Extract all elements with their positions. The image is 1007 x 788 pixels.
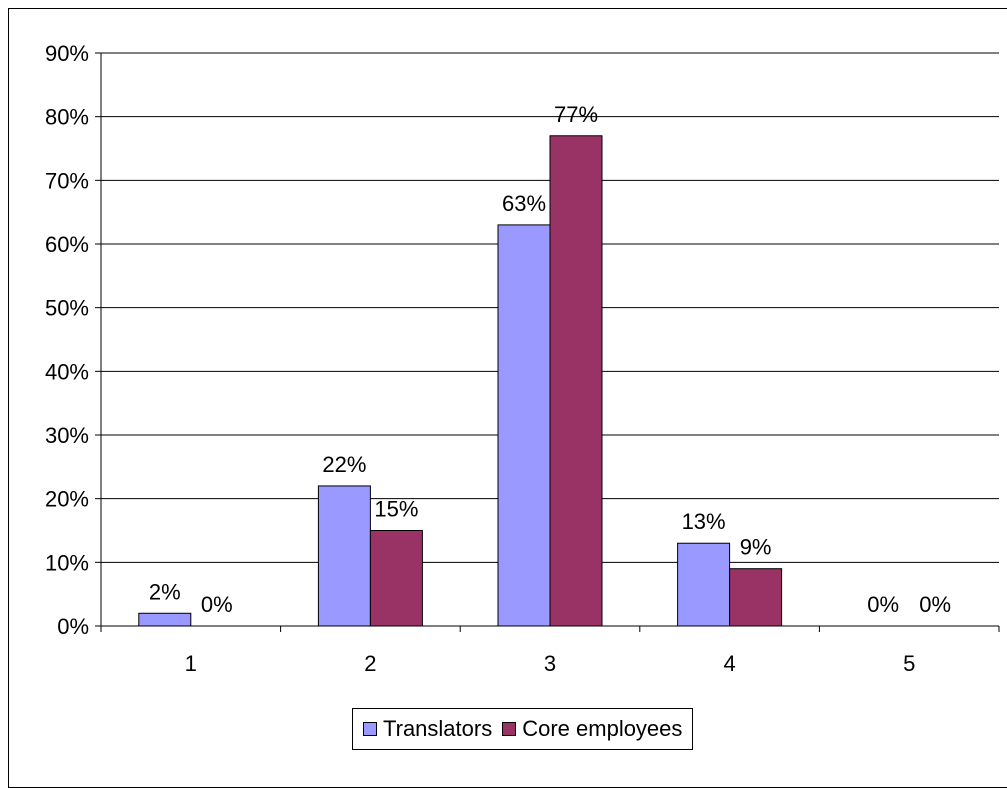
bar-core-employees [369,530,423,627]
bar-translators [138,612,192,627]
data-label: 0% [867,592,899,617]
x-tick-label: 5 [903,651,915,676]
y-tick-label: 70% [45,168,89,193]
legend: Translators Core employees [352,708,694,750]
y-tick-label: 30% [45,423,89,448]
data-label: 0% [201,592,233,617]
y-tick-label: 10% [45,550,89,575]
x-tick-label: 3 [544,651,556,676]
bar-translators [677,542,731,627]
data-label: 77% [554,102,598,127]
x-tick-label: 4 [723,651,735,676]
data-label: 15% [374,497,418,522]
data-labels: 2% 0% 22% 15% 63% 77% 13% 9% 0% 0% [149,102,951,617]
bars [138,135,783,627]
data-label: 2% [149,579,181,604]
y-tick-label: 90% [45,41,89,66]
data-label: 22% [322,452,366,477]
y-tick-label: 50% [45,296,89,321]
y-tick-label: 80% [45,105,89,130]
y-tick-label: 40% [45,359,89,384]
bar-core-employees [729,568,783,627]
y-tick-label: 0% [57,614,89,639]
bar-chart: 0%10%20%30%40%50%60%70%80%90%1 2 3 4 5 2%0%2… [45,41,1000,676]
legend-label-core-employees: Core employees [522,716,683,741]
legend-swatch-translators [363,722,377,736]
y-tick-label: 60% [45,232,89,257]
y-tick-label: 20% [45,487,89,512]
bar-core-employees [549,135,603,627]
legend-item-translators: Translators [363,716,492,742]
data-label: 9% [740,535,772,560]
bar-translators [317,485,371,627]
legend-swatch-core-employees [502,722,517,736]
legend-label-translators: Translators [383,716,493,741]
axes: 0% 10% 20% 30% 40% 50% 60% 70% 80% 90% 1 2 3 4 5 [45,41,1000,676]
bar-translators [497,224,551,627]
data-label: 13% [682,509,726,534]
data-label: 0% [919,592,951,617]
x-tick-label: 1 [185,651,197,676]
legend-item-core-employees: Core employees [502,716,682,742]
x-tick-label: 2 [364,651,376,676]
data-label: 63% [502,191,546,216]
